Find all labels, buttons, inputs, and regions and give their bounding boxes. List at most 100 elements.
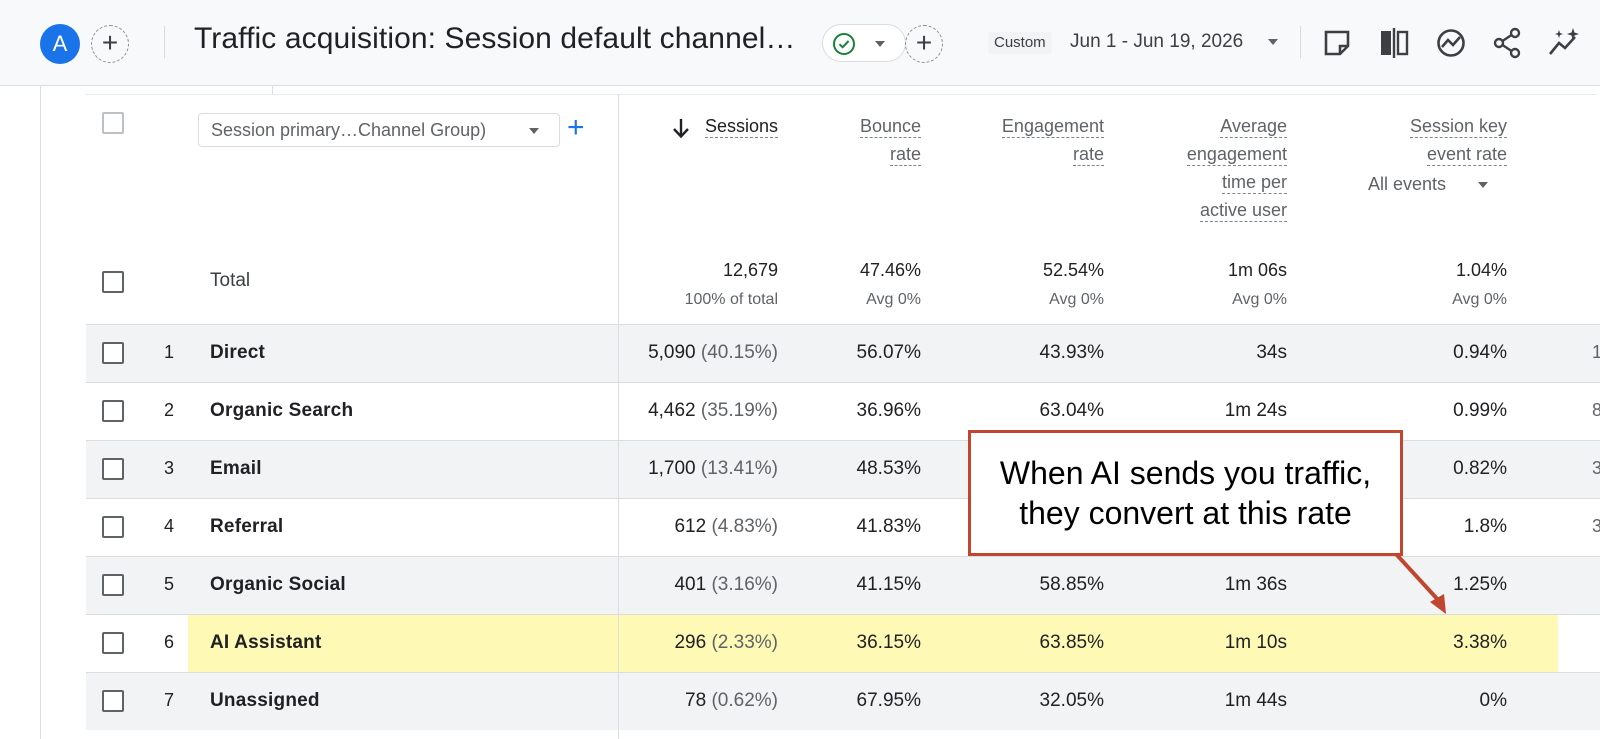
sessions-cell: 78 (0.62%) xyxy=(600,690,778,712)
page-title: Traffic acquisition: Session default cha… xyxy=(194,22,796,55)
total-key-event-rate: 1.04% xyxy=(1455,260,1507,280)
channel-name[interactable]: Organic Search xyxy=(210,400,354,421)
total-key-rate-sub: Avg 0% xyxy=(1452,291,1507,308)
row-number: 5 xyxy=(164,574,175,594)
sessions-percent: (35.19%) xyxy=(700,400,778,421)
check-circle-icon xyxy=(833,33,855,55)
sort-descending-icon[interactable] xyxy=(671,117,691,139)
callout-arrow-icon xyxy=(1394,552,1446,614)
bounce-rate-cell: 67.95% xyxy=(856,690,921,711)
column-header-label: Average xyxy=(1220,116,1287,138)
channel-name[interactable]: Referral xyxy=(210,516,284,537)
sessions-percent: (3.16%) xyxy=(711,574,778,595)
row-checkbox[interactable] xyxy=(102,690,124,712)
row-number: 2 xyxy=(164,400,175,420)
sessions-value: 5,090 xyxy=(648,342,696,363)
row-checkbox[interactable] xyxy=(102,632,124,654)
sessions-value: 401 xyxy=(674,574,707,595)
channel-name[interactable]: Organic Social xyxy=(210,574,346,595)
insights-icon[interactable] xyxy=(1434,26,1468,60)
row-checkbox[interactable] xyxy=(102,400,124,422)
sessions-percent: (4.83%) xyxy=(711,516,778,537)
next-column-cell: 3 xyxy=(1592,458,1600,478)
column-header-avg-engagement-time[interactable]: Average engagement time per active user xyxy=(1140,112,1287,224)
key-event-rate-cell: 1.25% xyxy=(1453,574,1507,595)
sessions-cell: 612 (4.83%) xyxy=(600,516,778,538)
total-sessions-sub: 100% of total xyxy=(684,291,778,308)
account-avatar[interactable]: A xyxy=(40,24,80,64)
engagement-rate-cell: 63.85% xyxy=(1039,632,1104,653)
total-bounce-rate: 47.46% xyxy=(859,260,921,280)
date-chevron-down-icon[interactable] xyxy=(1268,39,1278,45)
sessions-value: 612 xyxy=(674,516,707,537)
row-number: 3 xyxy=(164,458,175,478)
total-engagement-sub: Avg 0% xyxy=(1049,291,1104,308)
date-range-picker[interactable]: Jun 1 - Jun 19, 2026 xyxy=(1070,31,1244,52)
row-checkbox[interactable] xyxy=(102,574,124,596)
total-row-checkbox[interactable] xyxy=(102,271,124,293)
table-row[interactable] xyxy=(86,556,1600,614)
sessions-cell: 401 (3.16%) xyxy=(600,574,778,596)
row-checkbox[interactable] xyxy=(102,342,124,364)
note-icon[interactable] xyxy=(1320,26,1354,60)
total-engagement-rate: 52.54% xyxy=(1042,260,1104,280)
sessions-percent: (2.33%) xyxy=(711,632,778,653)
compare-columns-icon[interactable] xyxy=(1377,26,1411,60)
sessions-percent: (40.15%) xyxy=(700,342,778,363)
channel-name[interactable]: Unassigned xyxy=(210,690,320,711)
sessions-cell: 5,090 (40.15%) xyxy=(600,342,778,364)
column-header-bounce-rate[interactable]: Bounce rate xyxy=(820,112,921,168)
table-row[interactable] xyxy=(86,382,1600,440)
callout-line: they convert at this rate xyxy=(1019,495,1352,531)
column-divider xyxy=(618,94,619,739)
engagement-rate-cell: 32.05% xyxy=(1039,690,1104,711)
row-checkbox[interactable] xyxy=(102,516,124,538)
key-event-rate-cell: 0.82% xyxy=(1453,458,1507,479)
channel-name[interactable]: Direct xyxy=(210,342,266,363)
channel-name[interactable]: AI Assistant xyxy=(210,632,322,653)
total-avg-engagement-time: 1m 06s xyxy=(1227,260,1287,280)
column-header-sessions[interactable]: Sessions xyxy=(680,112,778,140)
report-status-dropdown[interactable] xyxy=(822,24,906,62)
table-row[interactable] xyxy=(86,614,1600,672)
channel-name[interactable]: Email xyxy=(210,458,262,479)
sessions-cell: 296 (2.33%) xyxy=(600,632,778,654)
row-number: 1 xyxy=(164,342,175,362)
engagement-rate-cell: 58.85% xyxy=(1039,574,1104,595)
column-header-label: rate xyxy=(1072,144,1104,166)
select-all-checkbox[interactable] xyxy=(102,112,124,134)
dimension-select[interactable]: Session primary…Channel Group) xyxy=(198,113,560,147)
column-header-label: event rate xyxy=(1426,144,1507,166)
chevron-down-icon xyxy=(875,41,885,47)
add-comparison-button[interactable]: + xyxy=(91,25,129,63)
row-checkbox[interactable] xyxy=(102,458,124,480)
add-dimension-button[interactable]: + xyxy=(567,111,585,144)
sessions-cell: 1,700 (13.41%) xyxy=(600,458,778,480)
column-header-label: engagement xyxy=(1186,144,1287,166)
column-header-label: Sessions xyxy=(704,116,778,138)
column-header-engagement-rate[interactable]: Engagement rate xyxy=(960,112,1104,168)
key-event-select[interactable]: All events xyxy=(1368,174,1488,195)
add-button[interactable]: + xyxy=(905,25,943,63)
table-row[interactable] xyxy=(86,498,1600,556)
bounce-rate-cell: 36.96% xyxy=(856,400,921,421)
panel-border xyxy=(40,86,41,739)
table-row[interactable] xyxy=(86,672,1600,730)
row-highlight xyxy=(188,615,1558,672)
column-header-label: Session key xyxy=(1409,116,1507,138)
report-header: A + Traffic acquisition: Session default… xyxy=(0,0,1600,86)
chevron-down-icon xyxy=(529,128,539,134)
sessions-value: 4,462 xyxy=(648,400,696,421)
next-column-cell: 8 xyxy=(1592,400,1600,420)
sessions-value: 78 xyxy=(685,690,707,711)
key-event-select-label: All events xyxy=(1368,174,1447,194)
sessions-value: 296 xyxy=(674,632,707,653)
trend-sparkle-icon[interactable] xyxy=(1547,26,1581,60)
share-icon[interactable] xyxy=(1490,26,1524,60)
sessions-cell: 4,462 (35.19%) xyxy=(600,400,778,422)
dimension-select-label: Session primary…Channel Group) xyxy=(211,120,487,140)
column-header-session-key-event-rate[interactable]: Session key event rate xyxy=(1330,112,1507,168)
table-row[interactable] xyxy=(86,324,1600,382)
column-header-label: active user xyxy=(1199,200,1287,222)
divider xyxy=(164,26,165,58)
